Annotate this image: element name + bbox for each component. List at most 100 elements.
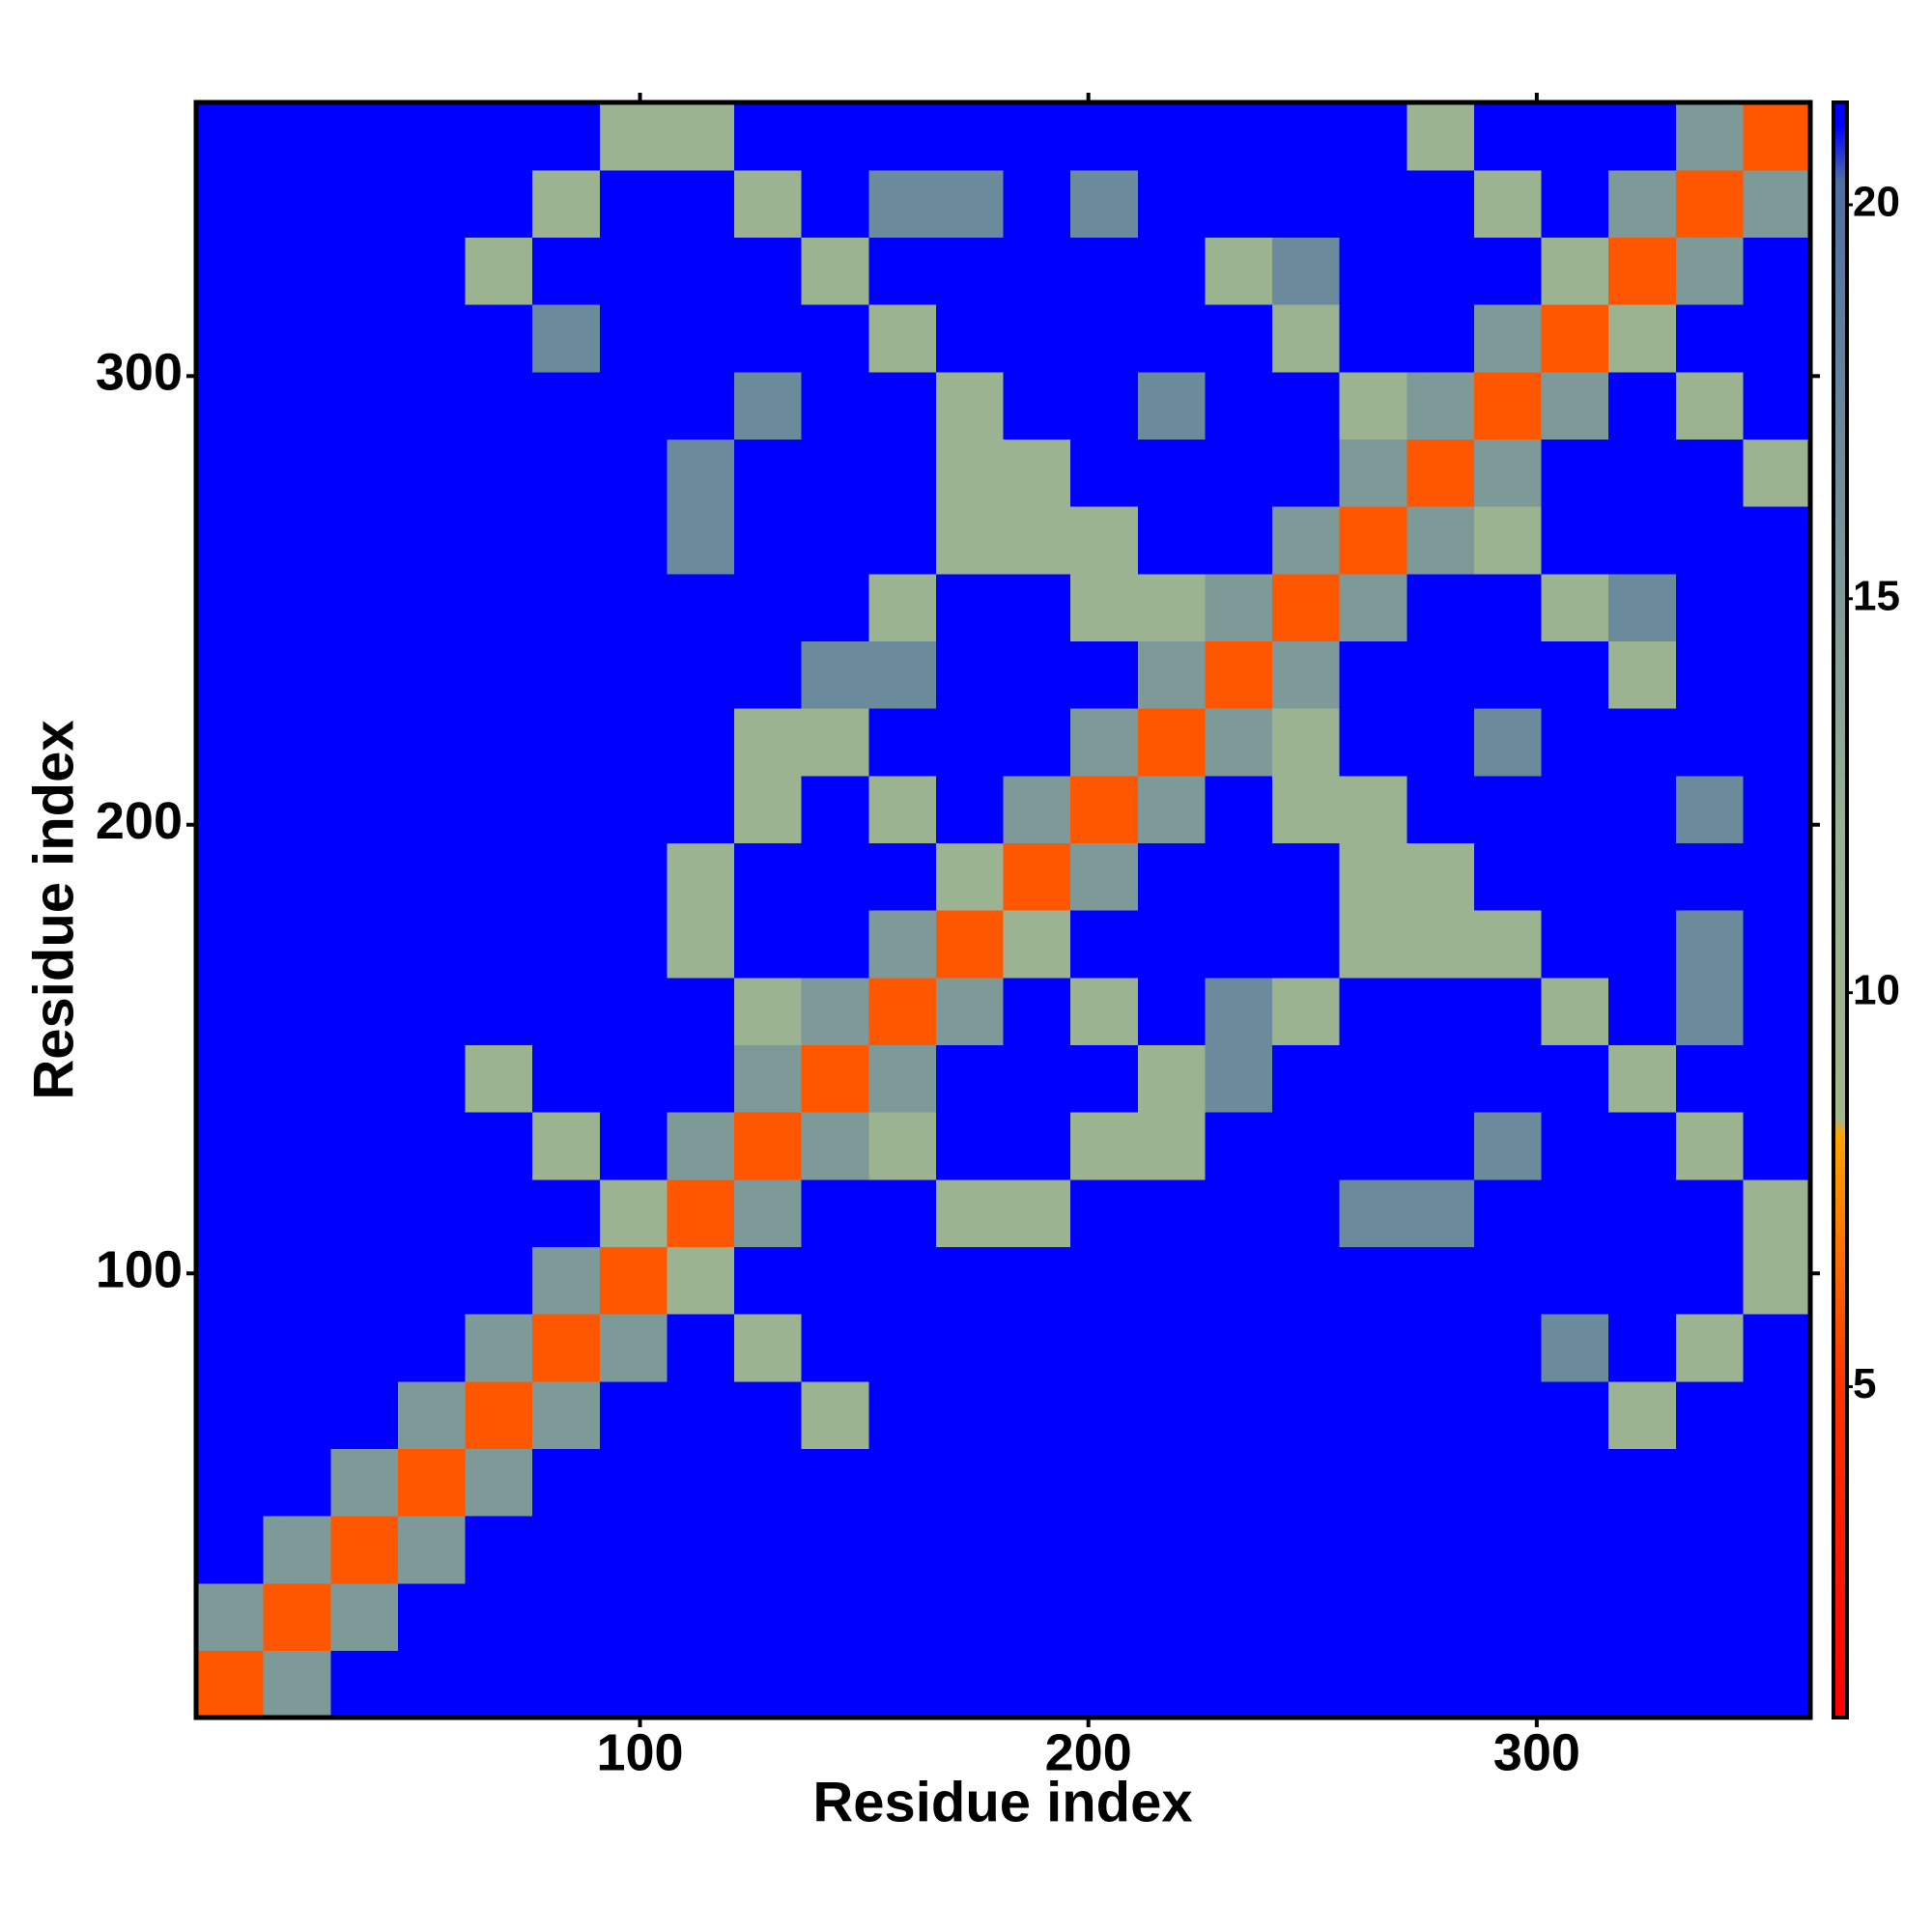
heatmap-cell <box>196 1380 265 1449</box>
heatmap-cell <box>196 506 265 575</box>
heatmap-cell <box>1473 1179 1543 1247</box>
heatmap-cell <box>868 1314 937 1382</box>
heatmap-cell <box>1406 237 1475 305</box>
heatmap-cell <box>1137 1380 1206 1449</box>
heatmap-cell <box>196 1516 265 1584</box>
heatmap-cell <box>1003 237 1071 305</box>
heatmap-cell <box>1272 640 1341 709</box>
heatmap-cell <box>1070 977 1139 1045</box>
heatmap-cell <box>734 1380 803 1449</box>
heatmap-cell <box>1541 304 1609 373</box>
heatmap-cell <box>196 1650 265 1719</box>
heatmap-cell <box>196 102 265 171</box>
heatmap-cell <box>1339 640 1407 709</box>
heatmap-cell <box>1339 1516 1407 1584</box>
heatmap-cell <box>1743 169 1811 238</box>
heatmap-cell <box>1003 102 1071 171</box>
heatmap-cell <box>667 439 735 507</box>
x-axis-title: Residue index <box>812 1771 1192 1833</box>
heatmap-cell <box>734 1650 803 1719</box>
heatmap-cell <box>263 1380 331 1449</box>
heatmap-cell <box>196 1112 265 1180</box>
heatmap-cell <box>1137 1314 1206 1382</box>
heatmap-cell <box>1608 1380 1677 1449</box>
heatmap-cell <box>935 1380 1005 1449</box>
heatmap-cells <box>196 102 1811 1719</box>
heatmap-cell <box>1675 1448 1744 1517</box>
heatmap-cell <box>935 910 1005 979</box>
heatmap-cell <box>1675 169 1744 238</box>
heatmap-cell <box>196 1246 265 1315</box>
heatmap-cell <box>1339 1448 1407 1517</box>
heatmap-cell <box>1541 439 1609 507</box>
heatmap-cell <box>1406 1516 1475 1584</box>
heatmap-cell <box>1406 1044 1475 1113</box>
heatmap-cell <box>1608 1448 1677 1517</box>
heatmap-cell <box>1070 1516 1139 1584</box>
heatmap-cell <box>734 977 803 1045</box>
heatmap-cell <box>465 1112 533 1180</box>
heatmap-cell <box>1608 573 1677 641</box>
heatmap-cell <box>1272 1448 1341 1517</box>
heatmap-cell <box>1675 371 1744 440</box>
heatmap-cell <box>1541 1246 1609 1315</box>
heatmap-cell <box>263 775 331 843</box>
heatmap-cell <box>1473 1314 1543 1382</box>
heatmap-cell <box>397 977 467 1045</box>
heatmap-cell <box>599 1380 668 1449</box>
heatmap-cell <box>868 102 937 171</box>
heatmap-cell <box>935 1179 1005 1247</box>
heatmap-cell <box>1003 506 1071 575</box>
heatmap-cell <box>868 842 937 911</box>
heatmap-cell <box>1541 371 1609 440</box>
heatmap-cell <box>1205 842 1273 911</box>
heatmap-cell <box>532 506 601 575</box>
heatmap-cell <box>263 1246 331 1315</box>
y-tick-label: 300 <box>96 344 183 402</box>
heatmap-cell <box>330 1314 399 1382</box>
heatmap-cell <box>532 1314 601 1382</box>
heatmap-cell <box>667 304 735 373</box>
heatmap-cell <box>196 775 265 843</box>
heatmap-cell <box>1003 1650 1071 1719</box>
heatmap-cell <box>734 439 803 507</box>
heatmap-cell <box>935 1112 1005 1180</box>
heatmap-cell <box>667 1582 735 1651</box>
heatmap-cell <box>1070 304 1139 373</box>
heatmap-cell <box>1406 842 1475 911</box>
heatmap-cell <box>263 1650 331 1719</box>
heatmap-cell <box>1743 910 1811 979</box>
heatmap-cell <box>667 1448 735 1517</box>
heatmap-cell <box>1339 1582 1407 1651</box>
heatmap-cell <box>935 304 1005 373</box>
heatmap-cell <box>1743 439 1811 507</box>
heatmap-cell <box>868 775 937 843</box>
heatmap-cell <box>1137 237 1206 305</box>
heatmap-cell <box>801 775 869 843</box>
heatmap-cell <box>1339 1179 1407 1247</box>
heatmap-cell <box>1608 1314 1677 1382</box>
heatmap-cell <box>935 439 1005 507</box>
heatmap-cell <box>330 1582 399 1651</box>
heatmap-cell <box>667 237 735 305</box>
heatmap-cell <box>801 1650 869 1719</box>
heatmap-cell <box>263 1314 331 1382</box>
heatmap-cell <box>868 573 937 641</box>
heatmap-cell <box>397 1650 467 1719</box>
heatmap-cell <box>532 439 601 507</box>
heatmap-cell <box>1541 237 1609 305</box>
heatmap-cell <box>1675 573 1744 641</box>
heatmap-cell <box>868 1380 937 1449</box>
heatmap-cell <box>263 708 331 777</box>
heatmap-cell <box>1675 977 1744 1045</box>
heatmap-cell <box>599 1650 668 1719</box>
heatmap-cell <box>1137 573 1206 641</box>
heatmap-cell <box>801 1314 869 1382</box>
heatmap-cell <box>1541 708 1609 777</box>
heatmap-cell <box>1272 1179 1341 1247</box>
heatmap-cell <box>397 1448 467 1517</box>
heatmap-cell <box>532 371 601 440</box>
heatmap-cell <box>465 1380 533 1449</box>
heatmap-cell <box>1473 708 1543 777</box>
heatmap-cell <box>1070 1179 1139 1247</box>
